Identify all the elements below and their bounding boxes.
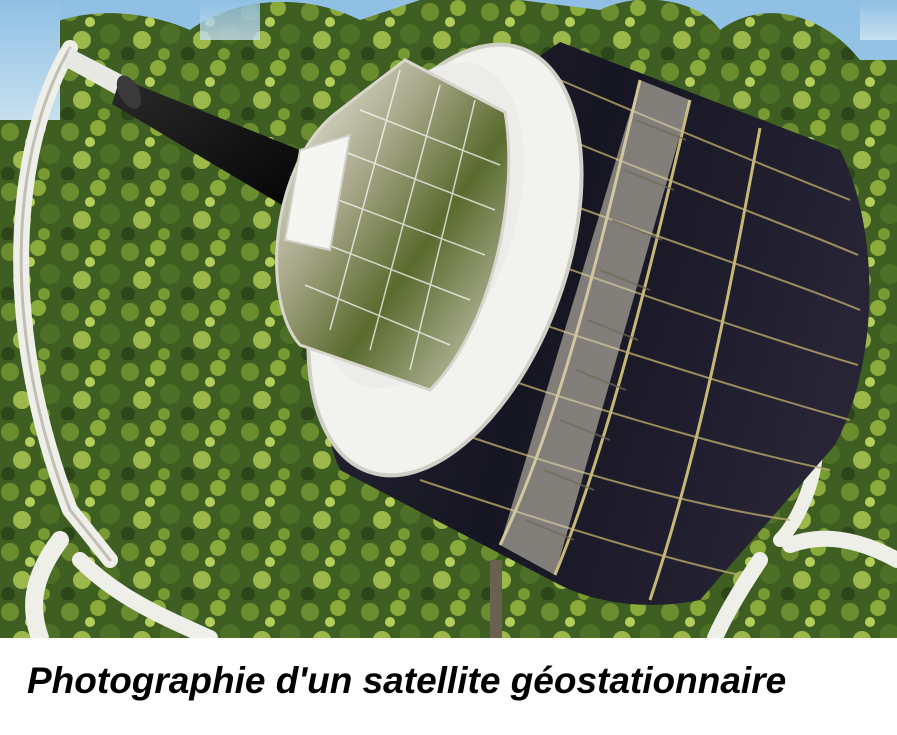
satellite-instrument-module xyxy=(275,58,511,392)
photo-illustration xyxy=(0,0,897,638)
support-pole xyxy=(490,560,502,638)
image-caption: Photographie d'un satellite géostationna… xyxy=(27,660,787,701)
caption-band xyxy=(0,638,897,735)
antenna-mast xyxy=(64,48,300,205)
satellite-photo xyxy=(0,0,897,638)
